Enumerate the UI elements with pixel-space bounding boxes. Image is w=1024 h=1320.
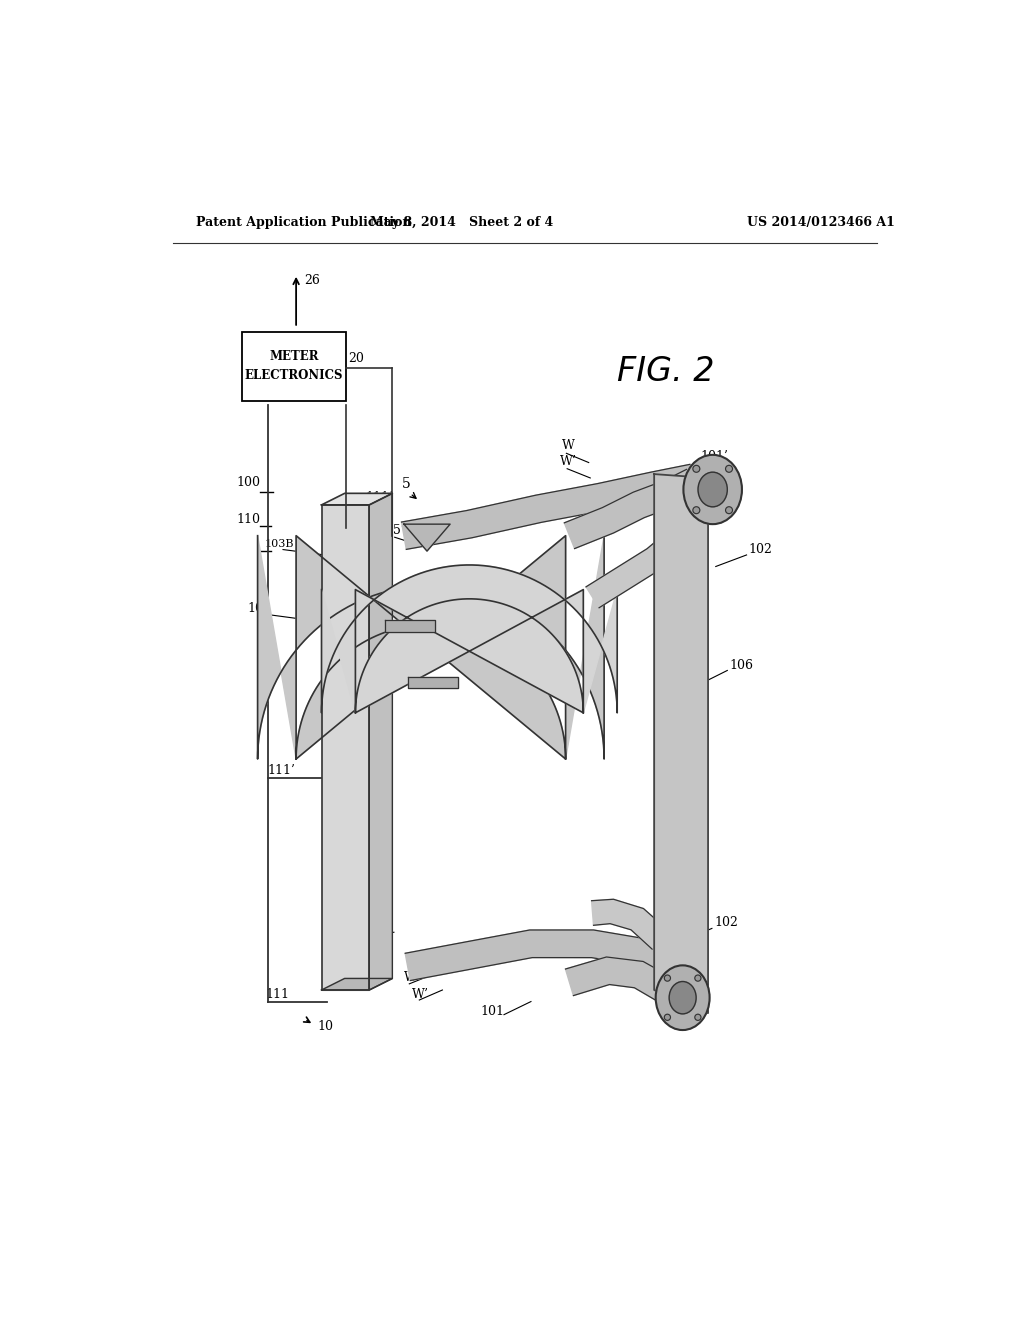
Text: 101’: 101’ xyxy=(700,450,728,463)
Text: 111: 111 xyxy=(265,987,290,1001)
Circle shape xyxy=(665,975,671,981)
Polygon shape xyxy=(406,931,677,982)
Text: May 8, 2014   Sheet 2 of 4: May 8, 2014 Sheet 2 of 4 xyxy=(370,216,553,230)
Polygon shape xyxy=(385,620,435,632)
Polygon shape xyxy=(401,465,695,549)
Ellipse shape xyxy=(669,982,696,1014)
Ellipse shape xyxy=(683,455,742,524)
Text: 5: 5 xyxy=(401,477,411,491)
Text: 111’: 111’ xyxy=(267,764,296,777)
Circle shape xyxy=(726,466,732,473)
Polygon shape xyxy=(322,978,392,990)
Polygon shape xyxy=(322,494,392,506)
Polygon shape xyxy=(258,536,604,759)
Text: US 2014/0123466 A1: US 2014/0123466 A1 xyxy=(746,216,894,230)
Polygon shape xyxy=(564,470,698,549)
Polygon shape xyxy=(370,494,392,990)
Text: 101: 101 xyxy=(481,1005,505,1018)
Polygon shape xyxy=(592,899,669,949)
Ellipse shape xyxy=(698,473,727,507)
Text: W’: W’ xyxy=(412,987,429,1001)
Bar xyxy=(243,331,346,401)
Polygon shape xyxy=(322,506,370,990)
Text: 105’: 105’ xyxy=(377,524,404,537)
Text: 103A: 103A xyxy=(351,925,380,936)
Circle shape xyxy=(693,507,699,513)
Text: 20: 20 xyxy=(348,352,365,366)
Polygon shape xyxy=(586,515,701,607)
Text: 102: 102 xyxy=(714,916,738,929)
Circle shape xyxy=(693,466,699,473)
Text: 26: 26 xyxy=(304,275,319,286)
Text: 104: 104 xyxy=(248,602,271,615)
Text: Patent Application Publication: Patent Application Publication xyxy=(196,216,412,230)
Text: W’: W’ xyxy=(560,455,578,467)
Text: 111’: 111’ xyxy=(366,491,393,504)
Circle shape xyxy=(695,1014,701,1020)
Circle shape xyxy=(695,975,701,981)
Text: 10: 10 xyxy=(317,1020,334,1034)
Polygon shape xyxy=(654,474,708,1014)
Text: METER
ELECTRONICS: METER ELECTRONICS xyxy=(245,350,343,383)
Circle shape xyxy=(726,507,732,513)
Text: 105: 105 xyxy=(333,723,356,737)
Text: 110: 110 xyxy=(237,513,261,527)
Text: 100: 100 xyxy=(237,477,261,490)
Ellipse shape xyxy=(655,965,710,1030)
Text: 102: 102 xyxy=(749,543,773,556)
Polygon shape xyxy=(403,524,451,552)
Text: 106: 106 xyxy=(730,659,754,672)
Polygon shape xyxy=(408,677,458,688)
Text: W: W xyxy=(562,440,574,453)
Polygon shape xyxy=(565,957,673,1002)
Text: FIG. 2: FIG. 2 xyxy=(616,355,715,388)
Circle shape xyxy=(665,1014,671,1020)
Polygon shape xyxy=(322,565,617,713)
Text: 103B: 103B xyxy=(264,540,294,549)
Text: W: W xyxy=(403,970,417,983)
